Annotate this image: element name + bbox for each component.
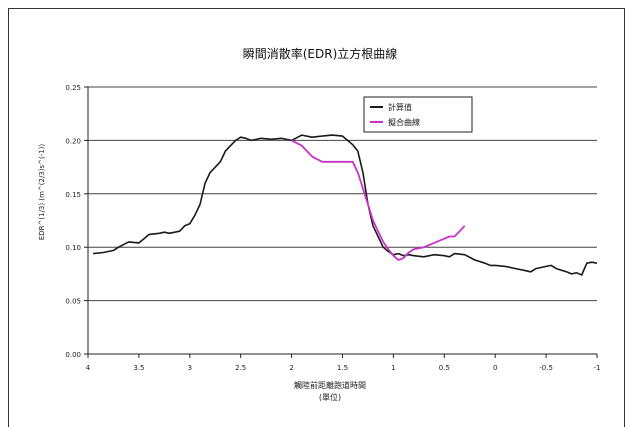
axes — [84, 86, 598, 358]
x-tick-label: 0.5 — [439, 364, 450, 372]
legend: 計算值 擬合曲線 — [363, 96, 473, 133]
x-tick-label: 3.5 — [133, 364, 144, 372]
x-tick-label: -1 — [594, 364, 601, 372]
y-tick-label: 0.25 — [65, 84, 81, 92]
x-tick-label: 1 — [391, 364, 395, 372]
chart-border — [8, 8, 625, 427]
legend-box — [363, 96, 473, 133]
x-tick-label: 3 — [188, 364, 192, 372]
y-tick-label: 0.05 — [65, 298, 81, 306]
y-tick-label: 0.10 — [65, 244, 81, 252]
legend-label-series-2: 擬合曲線 — [388, 117, 420, 127]
x-tick-label: -0.5 — [539, 364, 553, 372]
series-line-1 — [93, 134, 598, 276]
series-group — [93, 134, 598, 276]
legend-label-series-1: 計算值 — [388, 102, 412, 112]
x-tick-label: 1.5 — [337, 364, 348, 372]
y-tick-label: 0.15 — [65, 191, 81, 199]
y-tick-label: 0.00 — [65, 351, 81, 359]
grid-lines — [88, 86, 597, 302]
y-tick-labels: 0.00 0.05 0.10 0.15 0.20 0.25 — [65, 84, 81, 359]
x-tick-labels: 4 3.5 3 2.5 2 1.5 1 0.5 0 -0.5 -1 — [86, 364, 601, 372]
x-tick-label: 4 — [86, 364, 91, 372]
y-tick-label: 0.20 — [65, 137, 81, 145]
x-axis-label: 觸陸前距離跑道時間 — [294, 380, 366, 390]
series-line-2 — [291, 139, 466, 261]
x-axis-unit-label: (單位) — [319, 392, 341, 402]
y-axis-label: EDR^(1/3) (m^(2/3)s^(-1)) — [38, 144, 46, 241]
x-tick-label: 2 — [289, 364, 293, 372]
x-tick-label: 0 — [493, 364, 497, 372]
x-tick-label: 2.5 — [235, 364, 246, 372]
chart-title: 瞬間消散率(EDR)立方根曲線 — [243, 46, 398, 61]
